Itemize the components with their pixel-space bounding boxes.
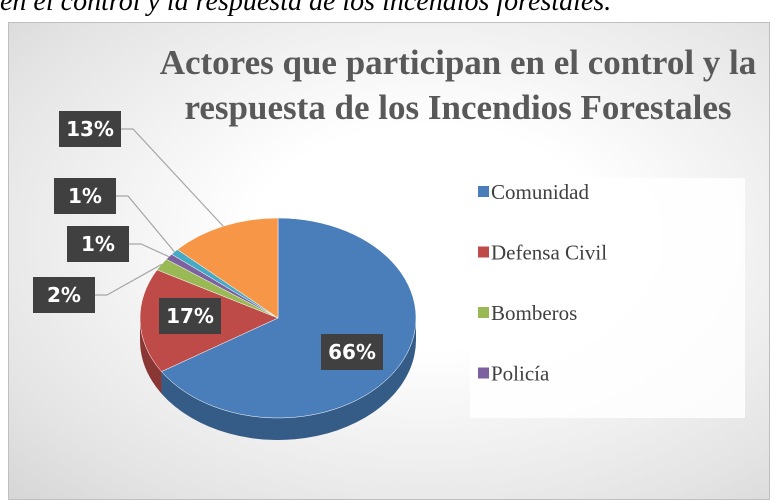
slice-side [161, 318, 416, 440]
data-label: 17% [166, 304, 214, 328]
data-label-box [159, 298, 221, 334]
legend-label: Comunidad [491, 180, 589, 204]
data-label-box [33, 277, 95, 313]
legend-box [470, 178, 745, 418]
legend-label: Policía [491, 362, 550, 386]
legend-marker [478, 186, 489, 197]
legend-label: Defensa Civil [491, 241, 607, 265]
leader-line [95, 263, 162, 296]
chart-title: Actores que participan en el control y l… [159, 43, 757, 127]
leader-line [121, 128, 224, 227]
legend-marker [478, 367, 489, 379]
data-label: 66% [328, 340, 376, 364]
data-label-box [54, 178, 116, 214]
leader-line [116, 195, 175, 253]
data-label-box [59, 111, 121, 147]
data-label: 1% [68, 184, 102, 208]
slice-side [140, 318, 162, 394]
legend-label: Bomberos [491, 301, 577, 325]
data-label: 2% [47, 283, 81, 307]
data-label-box [321, 334, 383, 370]
legend-marker [478, 246, 489, 258]
legend-marker [478, 307, 489, 318]
data-label-box [67, 226, 129, 262]
data-label: 1% [81, 232, 115, 256]
caption: en el control y la respuesta de los ince… [0, 0, 612, 17]
data-label: 13% [66, 117, 114, 141]
leader-line [129, 243, 170, 258]
